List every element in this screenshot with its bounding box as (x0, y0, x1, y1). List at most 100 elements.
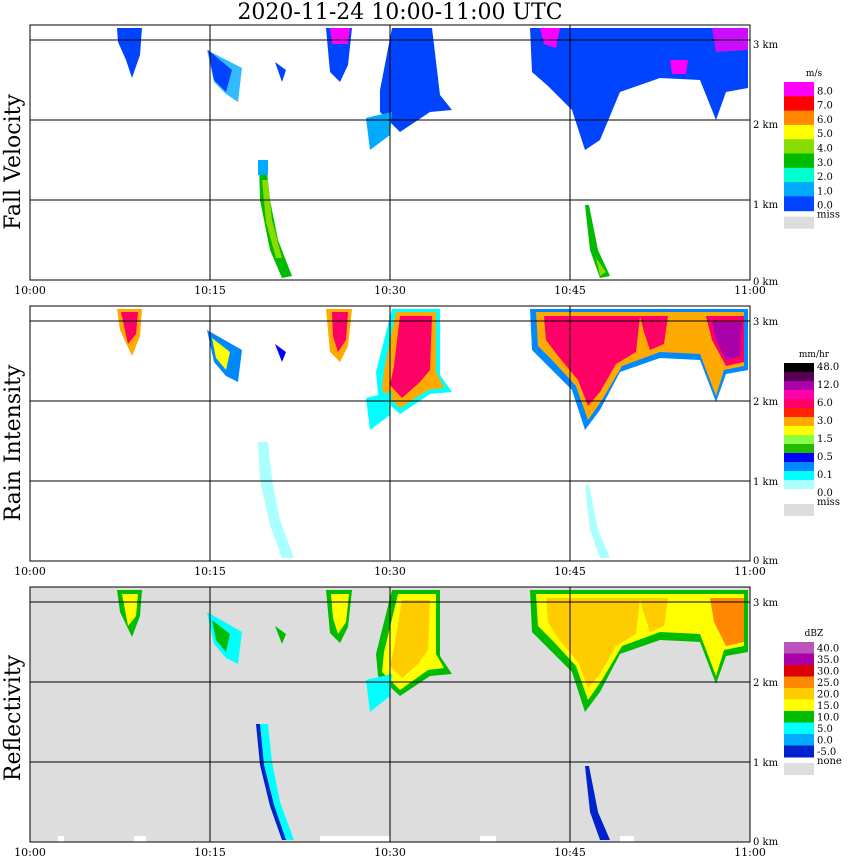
plot-frame (29, 24, 751, 281)
legend-missing-swatch (784, 504, 814, 516)
legend-label: 0.0 (817, 201, 833, 212)
x-tick-label: 11:00 (734, 565, 766, 578)
legend-swatch (784, 196, 814, 212)
legend-swatch (784, 96, 814, 112)
echo-cell (275, 626, 286, 644)
legend-swatch (784, 153, 814, 169)
x-tick-label: 10:15 (194, 846, 226, 859)
legend-swatch (784, 139, 814, 154)
legend-swatch (784, 408, 814, 418)
echo-cell (670, 60, 688, 74)
legend-swatch (784, 653, 814, 666)
panel-fall-velocity: 3 km 2 km 1 km 0 km 10:00 10:15 10:30 10… (1, 24, 779, 297)
legend-label: 48.0 (817, 362, 839, 373)
echo-cell (366, 674, 392, 712)
legend-swatch (784, 489, 814, 499)
legend-label: 3.0 (817, 158, 833, 169)
x-tick-label: 10:00 (14, 565, 46, 578)
legend-label: 12.0 (817, 380, 839, 391)
legend-swatch (784, 435, 814, 445)
fall-streak (596, 258, 606, 276)
x-tick-label: 10:30 (374, 284, 406, 297)
legend-swatch (784, 688, 814, 700)
echo-cell (710, 598, 744, 646)
y-tick-label: 1 km (753, 758, 779, 769)
legend-swatch (784, 381, 814, 391)
fall-streak (258, 160, 268, 175)
legend-swatch (784, 665, 814, 677)
legend-swatch (784, 462, 814, 472)
legend-swatch (784, 82, 814, 97)
echo-cell (366, 112, 392, 150)
legend-unit: dBZ (805, 629, 824, 639)
fall-streak (585, 766, 610, 840)
legend-missing-label: miss (817, 497, 840, 508)
fall-streak (585, 485, 610, 558)
legend-swatch (784, 676, 814, 689)
legend-label: 30.0 (817, 667, 839, 678)
legend-swatch (784, 453, 814, 463)
legend-swatch (784, 182, 814, 197)
panel-ylabel: Reflectivity (1, 654, 26, 781)
legend-swatch (784, 390, 814, 400)
x-tick-label: 10:15 (194, 565, 226, 578)
legend-swatch (784, 417, 814, 427)
legend-label: 25.0 (817, 678, 839, 689)
x-tick-label: 11:00 (734, 846, 766, 859)
missing-data-gap (134, 836, 146, 842)
echo-cell (208, 50, 232, 92)
legend-unit: m/s (806, 69, 823, 79)
legend-label: 3.0 (817, 416, 833, 427)
missing-data-gap (320, 836, 390, 842)
x-tick-label: 10:30 (374, 846, 406, 859)
y-tick-label: 2 km (753, 397, 779, 408)
echo-cell (332, 312, 348, 352)
x-tick-label: 10:45 (554, 284, 586, 297)
legend-swatch (784, 399, 814, 409)
missing-data-gap (58, 836, 64, 842)
echo-cell (540, 28, 560, 48)
legend-missing-swatch (784, 216, 814, 229)
panel-ylabel: Fall Velocity (1, 94, 26, 230)
legend-label: 6.0 (817, 398, 833, 409)
panel-reflectivity: 3 km 2 km 1 km 0 km 10:00 10:15 10:30 10… (1, 586, 779, 859)
legend-missing-swatch (784, 763, 814, 775)
fall-streak (258, 442, 294, 558)
echo-cell (212, 620, 230, 652)
legend-label: 0.0 (817, 736, 833, 747)
legend-label: 0.1 (817, 470, 833, 481)
missing-data-gap (620, 836, 634, 842)
y-tick-label: 1 km (753, 477, 779, 488)
legend-swatch (784, 372, 814, 382)
legend-swatch (784, 444, 814, 454)
legend-swatch (784, 124, 814, 140)
legend-label: 5.0 (817, 129, 833, 140)
echo-cell (640, 316, 668, 350)
echo-cell (212, 338, 230, 370)
legend-swatch (784, 363, 814, 373)
x-tick-label: 10:30 (374, 565, 406, 578)
legend-label: 4.0 (817, 144, 833, 155)
y-tick-label: 0 km (753, 556, 779, 567)
fall-streak (258, 724, 294, 840)
echo-cell (640, 598, 668, 632)
legend-swatch (784, 480, 814, 490)
legend-label: 1.5 (817, 434, 833, 445)
echo-cell (331, 594, 349, 634)
y-tick-label: 1 km (753, 200, 779, 211)
x-tick-label: 10:45 (554, 565, 586, 578)
legend-label: 35.0 (817, 655, 839, 666)
fall-streak (585, 205, 610, 278)
legend-swatch (784, 699, 814, 712)
fall-streak (256, 724, 286, 840)
legend-swatch (784, 426, 814, 436)
echo-cell (330, 28, 350, 44)
legend-swatch (784, 167, 814, 183)
legend-label: 1.0 (817, 186, 833, 197)
y-tick-label: 2 km (753, 678, 779, 689)
legend-swatch (784, 110, 814, 126)
echo-cell (380, 28, 452, 132)
y-tick-label: 3 km (753, 317, 779, 328)
